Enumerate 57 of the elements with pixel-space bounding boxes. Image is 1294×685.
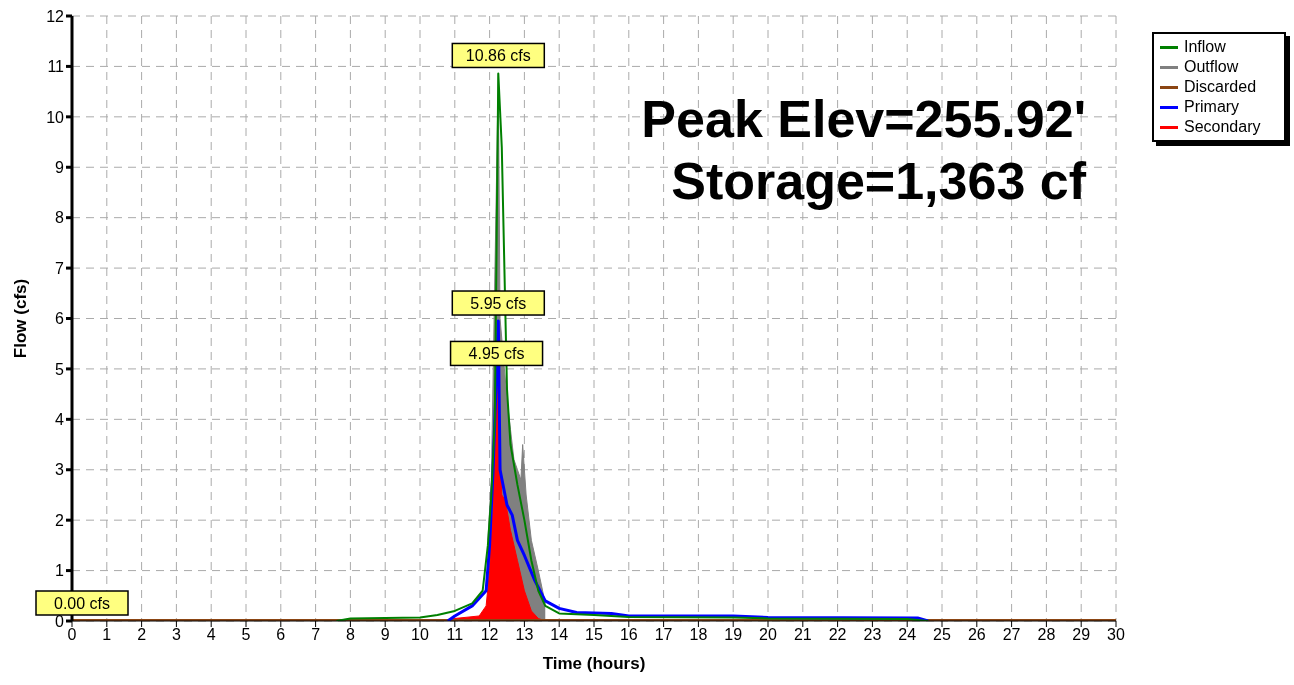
legend-label: Primary: [1184, 97, 1240, 117]
y-tick-label: 1: [55, 562, 65, 580]
legend-label: Discarded: [1184, 77, 1257, 97]
annotation: 4.95 cfs: [468, 345, 525, 363]
x-axis-title: Time (hours): [542, 654, 646, 673]
x-tick-label: 6: [276, 626, 286, 644]
x-tick-label: 15: [585, 626, 603, 644]
y-tick-label: 2: [55, 511, 65, 529]
y-tick-label: 8: [55, 209, 65, 227]
legend-label: Secondary: [1184, 117, 1261, 137]
x-tick-label: 22: [828, 626, 847, 644]
x-tick-label: 20: [759, 626, 777, 644]
x-tick-label: 9: [380, 626, 390, 644]
annotation: 5.95 cfs: [470, 295, 527, 313]
annotation: 0.00 cfs: [53, 595, 111, 612]
annotation: Peak Elev=255.92': [641, 89, 1086, 150]
legend-label: Inflow: [1184, 37, 1226, 57]
x-tick-label: 12: [480, 626, 499, 644]
x-tick-label: 8: [345, 626, 355, 644]
y-tick-label: 7: [55, 259, 65, 277]
x-tick-label: 10: [411, 626, 429, 644]
x-tick-label: 27: [1002, 626, 1021, 644]
x-tick-label: 21: [793, 626, 812, 644]
x-tick-label: 18: [689, 626, 708, 644]
x-tick-label: 19: [724, 626, 743, 644]
y-tick-label: 9: [55, 158, 65, 176]
x-tick-label: 26: [967, 626, 986, 644]
x-tick-label: 7: [311, 626, 321, 644]
x-tick-label: 2: [137, 626, 147, 644]
x-tick-label: 23: [863, 626, 882, 644]
x-tick-label: 29: [1072, 626, 1091, 644]
x-tick-label: 28: [1037, 626, 1056, 644]
x-tick-label: 16: [619, 626, 638, 644]
y-tick-label: 5: [55, 360, 65, 378]
x-tick-label: 1: [102, 626, 112, 644]
x-tick-label: 30: [1107, 626, 1125, 644]
x-tick-label: 3: [171, 626, 181, 644]
x-tick-label: 4: [206, 626, 216, 644]
annotation: Storage=1,363 cf: [670, 151, 1086, 212]
annotation: 10.86 cfs: [465, 47, 531, 65]
y-axis-title: Flow (cfs): [11, 278, 31, 359]
x-tick-label: 17: [654, 626, 673, 644]
y-tick-label: 11: [47, 58, 65, 76]
x-tick-label: 5: [241, 626, 251, 644]
x-tick-label: 0: [67, 626, 77, 644]
x-tick-label: 25: [933, 626, 951, 644]
y-tick-label: 12: [46, 7, 65, 25]
y-tick-label: 3: [55, 461, 65, 479]
x-tick-label: 11: [446, 626, 464, 644]
legend-label: Outflow: [1184, 57, 1239, 77]
y-tick-label: 6: [55, 310, 65, 328]
y-tick-label: 0: [55, 612, 65, 630]
x-tick-label: 14: [550, 626, 569, 644]
y-tick-label: 10: [46, 108, 65, 126]
x-tick-label: 13: [515, 626, 534, 644]
y-tick-label: 4: [55, 411, 65, 429]
x-tick-label: 24: [898, 626, 917, 644]
